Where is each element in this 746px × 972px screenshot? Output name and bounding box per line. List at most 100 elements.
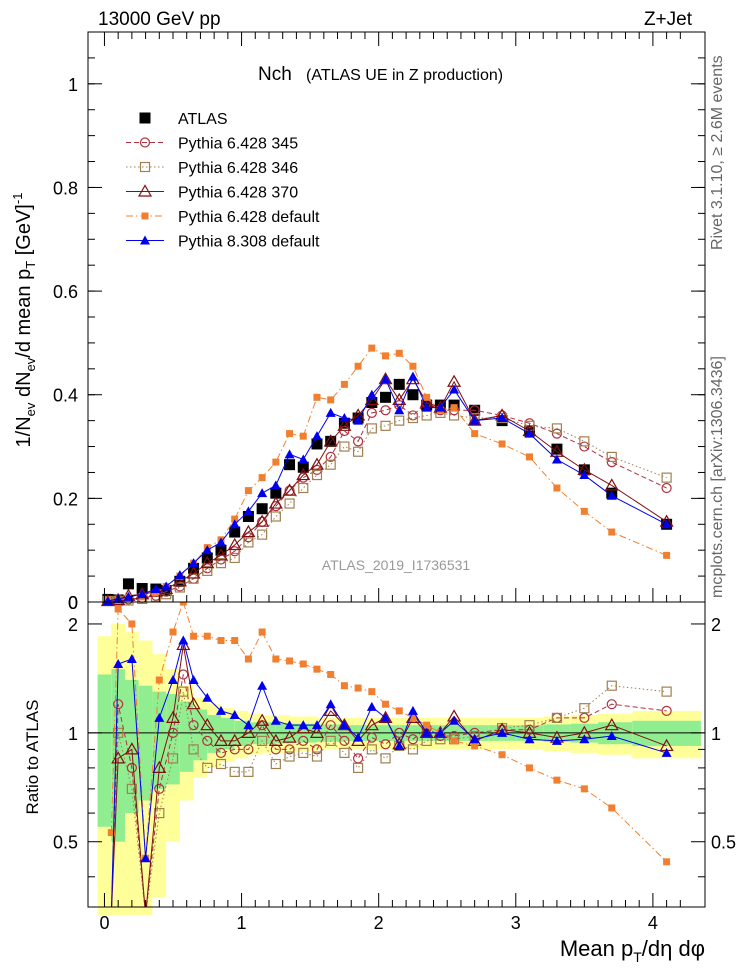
series-line	[107, 401, 667, 602]
legend-entry: Pythia 6.428 346	[126, 160, 298, 177]
ratio-point	[378, 710, 393, 723]
ratio-point	[551, 712, 563, 723]
legend-entry: Pythia 6.428 370	[126, 184, 298, 202]
ratio-point	[497, 727, 508, 737]
ratio-point	[661, 747, 672, 757]
ratio-series-2	[111, 637, 674, 907]
ratio-point	[353, 762, 364, 773]
ratio-line	[111, 685, 667, 907]
ratio-point	[200, 717, 215, 731]
series-line	[107, 375, 667, 602]
uncertainty-band-inner	[179, 701, 194, 772]
ratio-point	[604, 717, 619, 731]
ratio-point	[217, 637, 225, 645]
data-point	[284, 459, 296, 471]
data-point	[323, 434, 338, 447]
ratio-point	[299, 660, 307, 668]
ratio-point	[243, 744, 254, 755]
legend-entry: Pythia 8.308 default	[126, 234, 320, 251]
ratio-point	[525, 764, 533, 772]
data-point	[122, 578, 134, 590]
ratio-point	[325, 735, 336, 746]
ratio-point	[243, 766, 254, 777]
series-line	[107, 347, 667, 601]
data-point	[608, 528, 616, 536]
legend-entry: Pythia 6.428 default	[126, 209, 320, 226]
ratio-y-tick-label: 0.5	[53, 833, 78, 853]
legend-label: ATLAS	[178, 111, 228, 128]
data-point	[325, 407, 336, 417]
data-point	[661, 519, 672, 529]
ratio-point	[155, 676, 163, 684]
data-point	[284, 449, 295, 459]
ratio-point	[126, 654, 137, 664]
data-point	[311, 464, 323, 475]
ratio-point	[407, 705, 418, 715]
data-point	[229, 519, 240, 529]
data-point	[160, 585, 172, 597]
ratio-point	[435, 727, 446, 737]
data-point	[174, 582, 185, 593]
data-point	[325, 451, 336, 463]
uncertainty-band-inner	[632, 720, 701, 746]
data-point	[213, 548, 229, 561]
ratio-point	[257, 680, 268, 690]
x-tick-label: 3	[511, 913, 521, 933]
data-point	[378, 371, 393, 385]
ratio-point	[553, 776, 561, 784]
ratio-point	[128, 620, 136, 628]
data-point	[299, 432, 307, 440]
data-point	[450, 404, 458, 412]
series-line	[107, 378, 667, 602]
ratio-point	[255, 713, 270, 726]
data-point	[353, 415, 364, 425]
ratio-point	[524, 734, 535, 744]
ratio-point	[282, 730, 297, 743]
ratio-point	[215, 758, 227, 770]
data-point	[579, 470, 590, 480]
ratio-point	[284, 744, 295, 755]
data-point	[606, 456, 617, 468]
ratio-point	[353, 732, 364, 742]
ratio-point	[311, 720, 322, 730]
y-tick-label: 0.6	[53, 282, 78, 302]
data-point	[174, 570, 185, 580]
ratio-point	[154, 712, 165, 722]
ratio-point	[524, 720, 535, 731]
ratio-point	[188, 720, 199, 731]
data-point	[186, 566, 201, 579]
uncertainty-band-inner	[97, 674, 112, 827]
data-point	[255, 514, 270, 527]
ratio-point	[409, 714, 417, 722]
ratio-point	[227, 733, 242, 746]
data-point	[309, 457, 325, 470]
data-point	[353, 446, 364, 457]
data-point	[311, 469, 323, 481]
data-point	[298, 482, 309, 494]
data-point	[284, 498, 295, 509]
data-point	[286, 430, 294, 438]
ratio-line	[111, 644, 667, 907]
ratio-point	[215, 705, 226, 715]
ratio-point	[124, 742, 139, 755]
ratio-y-tick-label: 2	[68, 615, 78, 635]
data-point	[137, 589, 148, 599]
ratio-point	[394, 740, 405, 750]
data-point	[339, 441, 350, 452]
data-point	[661, 482, 672, 494]
ratio-point	[268, 733, 283, 746]
ratio-point	[423, 721, 431, 729]
ratio-point	[186, 696, 201, 710]
data-point	[102, 595, 113, 605]
data-point	[551, 423, 563, 434]
ratio-point	[126, 783, 137, 794]
data-point	[270, 487, 282, 499]
uncertainty-band-inner	[207, 715, 221, 753]
y-tick-label: 0.8	[53, 178, 78, 198]
header-left: 13000 GeV pp	[98, 9, 221, 30]
data-point	[366, 423, 377, 434]
ratio-point	[311, 744, 323, 755]
data-point	[469, 415, 480, 425]
data-point	[215, 537, 226, 547]
